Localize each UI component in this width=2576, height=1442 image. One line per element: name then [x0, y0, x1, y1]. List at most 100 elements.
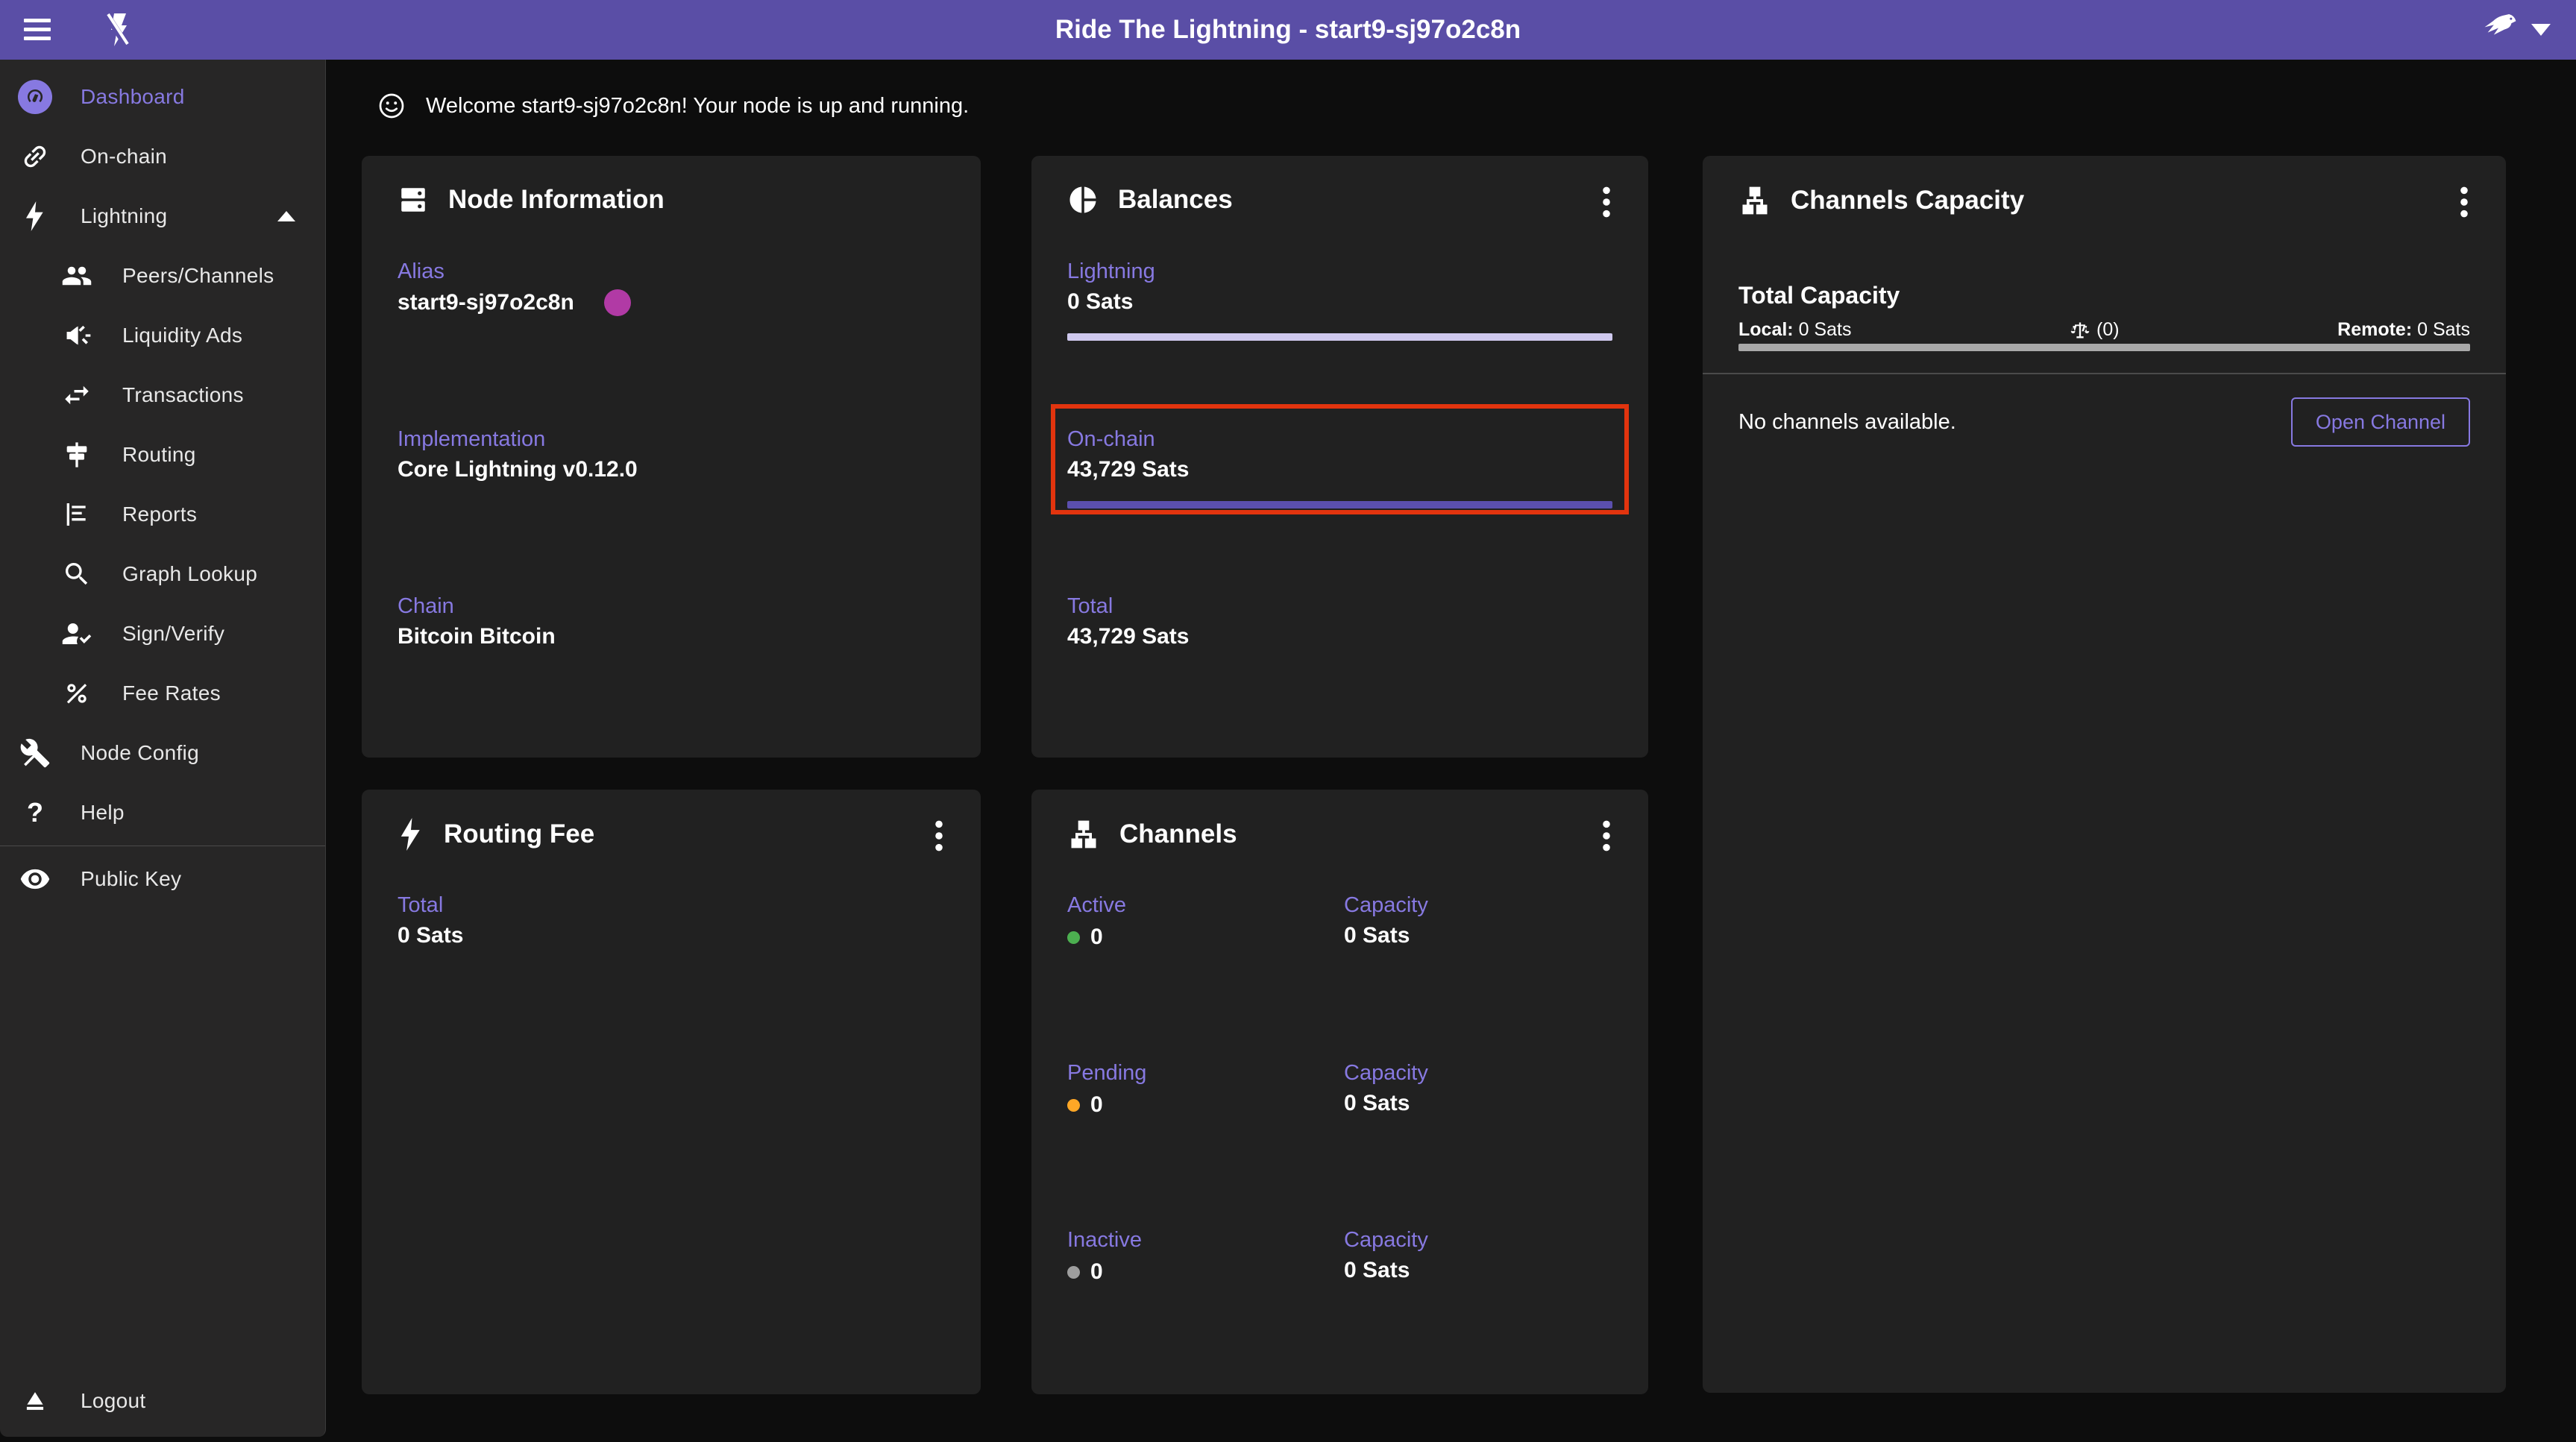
megaphone-icon	[60, 318, 94, 353]
sidebar-item-reports[interactable]: Reports	[0, 485, 325, 544]
remote-value: 0 Sats	[2417, 319, 2470, 340]
chain-value: Bitcoin Bitcoin	[398, 624, 556, 649]
sidebar-item-transactions[interactable]: Transactions	[0, 365, 325, 425]
count-text: 0	[1090, 1259, 1103, 1284]
hamburger-icon	[24, 19, 51, 40]
sidebar-item-logout[interactable]: Logout	[0, 1371, 325, 1431]
search-icon	[60, 557, 94, 591]
sidebar-item-label: Transactions	[122, 383, 244, 406]
card-title-text: Balances	[1118, 185, 1233, 214]
welcome-banner: Welcome start9-sj97o2c8n! Your node is u…	[378, 92, 969, 119]
total-balance-value: 43,729 Sats	[1067, 624, 1190, 649]
sidebar-item-fee-rates[interactable]: Fee Rates	[0, 664, 325, 723]
active-channels-label: Active	[1067, 893, 1126, 917]
kebab-menu-icon	[935, 820, 943, 851]
sidebar-item-label: Logout	[81, 1389, 146, 1412]
sidebar-item-sign-verify[interactable]: Sign/Verify	[0, 604, 325, 664]
sidebar-item-liquidity-ads[interactable]: Liquidity Ads	[0, 306, 325, 365]
routing-fee-header: Routing Fee	[398, 818, 906, 851]
person-check-icon	[60, 617, 94, 651]
balances-menu-button[interactable]	[1590, 184, 1623, 220]
onchain-balance-value: 43,729 Sats	[1067, 457, 1190, 482]
pending-channels-label: Pending	[1067, 1061, 1147, 1085]
balance-indicator: (0)	[2070, 319, 2120, 341]
channels-card: Channels Active 0 Capacity 0 Sats Pendin…	[1031, 790, 1648, 1394]
channels-empty-row: No channels available. Open Channel	[1738, 388, 2470, 456]
card-divider	[1703, 373, 2506, 374]
sidebar: Dashboard On-chain Lightning Peers/Chann…	[0, 60, 326, 1437]
eye-icon	[18, 862, 52, 896]
signpost-icon	[60, 438, 94, 472]
channels-capacity-menu-button[interactable]	[2448, 184, 2481, 220]
sidebar-spacer	[0, 909, 325, 1371]
sidebar-item-label: Routing	[122, 443, 196, 466]
implementation-value: Core Lightning v0.12.0	[398, 457, 638, 482]
balances-header: Balances	[1067, 184, 1574, 215]
count-text: 0	[1090, 925, 1103, 949]
sidebar-item-label: Sign/Verify	[122, 622, 225, 645]
channels-capacity-header: Channels Capacity	[1738, 184, 2431, 217]
kebab-menu-icon	[1603, 820, 1610, 851]
alias-label: Alias	[398, 259, 444, 283]
remote-label: Remote:	[2337, 319, 2413, 340]
pending-status-dot	[1067, 1098, 1080, 1112]
lightning-balance-bar	[1067, 333, 1612, 341]
active-capacity-label: Capacity	[1344, 893, 1428, 917]
sidebar-item-label: Node Config	[81, 741, 199, 764]
sidebar-item-on-chain[interactable]: On-chain	[0, 127, 325, 186]
hamburger-menu-button[interactable]	[16, 9, 58, 51]
card-title-text: Node Information	[448, 185, 665, 214]
lightning-balance-value: 0 Sats	[1067, 289, 1134, 314]
sidebar-item-dashboard[interactable]: Dashboard	[0, 67, 325, 127]
sidebar-item-label: Liquidity Ads	[122, 324, 243, 347]
card-title-text: Routing Fee	[444, 819, 595, 848]
routing-fee-menu-button[interactable]	[923, 818, 955, 854]
network-icon	[1742, 186, 1768, 215]
sidebar-item-node-config[interactable]: Node Config	[0, 723, 325, 783]
tools-icon	[18, 736, 52, 770]
node-information-header: Node Information	[398, 184, 906, 215]
alias-value-row: start9-sj97o2c8n	[398, 289, 631, 316]
account-menu-button[interactable]	[2481, 13, 2551, 47]
channels-menu-button[interactable]	[1590, 818, 1623, 854]
kebab-menu-icon	[1603, 186, 1610, 218]
kebab-menu-icon	[2460, 186, 2468, 218]
alias-color-dot	[603, 289, 631, 316]
onchain-balance-label: On-chain	[1067, 427, 1155, 451]
dashboard-icon	[18, 80, 52, 114]
swap-arrows-icon	[60, 378, 94, 412]
sidebar-item-peers-channels[interactable]: Peers/Channels	[0, 246, 325, 306]
smiley-icon	[379, 93, 404, 119]
local-value: 0 Sats	[1798, 319, 1852, 340]
inactive-status-dot	[1067, 1265, 1080, 1279]
sidebar-item-routing[interactable]: Routing	[0, 425, 325, 485]
sidebar-item-lightning[interactable]: Lightning	[0, 186, 325, 246]
question-mark-icon: ?	[27, 797, 43, 828]
sidebar-item-label: Peers/Channels	[122, 264, 274, 287]
sidebar-item-public-key[interactable]: Public Key	[0, 849, 325, 909]
chevron-up-icon	[277, 211, 295, 221]
percent-icon	[60, 676, 94, 711]
local-label: Local:	[1738, 319, 1794, 340]
flash-off-button[interactable]	[97, 9, 139, 51]
pending-capacity-value: 0 Sats	[1344, 1091, 1410, 1115]
inactive-capacity-label: Capacity	[1344, 1228, 1428, 1252]
main-content: Welcome start9-sj97o2c8n! Your node is u…	[326, 60, 2576, 1442]
open-channel-button[interactable]: Open Channel	[2291, 397, 2470, 447]
total-balance-label: Total	[1067, 594, 1113, 618]
sidebar-item-label: Graph Lookup	[122, 562, 258, 585]
sidebar-item-label: Fee Rates	[122, 681, 221, 705]
sidebar-item-label: Public Key	[81, 867, 182, 890]
card-title-text: Channels Capacity	[1791, 186, 2025, 215]
routing-total-value: 0 Sats	[398, 923, 464, 948]
total-capacity-heading: Total Capacity	[1738, 282, 1900, 309]
remote-capacity: Remote: 0 Sats	[2337, 319, 2470, 341]
implementation-label: Implementation	[398, 427, 546, 451]
inactive-capacity-value: 0 Sats	[1344, 1258, 1410, 1282]
capacity-breakdown-row: Local: 0 Sats (0) Remote: 0 Sats	[1738, 319, 2470, 341]
sidebar-item-graph-lookup[interactable]: Graph Lookup	[0, 544, 325, 604]
no-channels-text: No channels available.	[1738, 409, 1956, 434]
rtl-logo-icon	[2484, 14, 2516, 35]
sidebar-item-help[interactable]: ? Help	[0, 783, 325, 843]
